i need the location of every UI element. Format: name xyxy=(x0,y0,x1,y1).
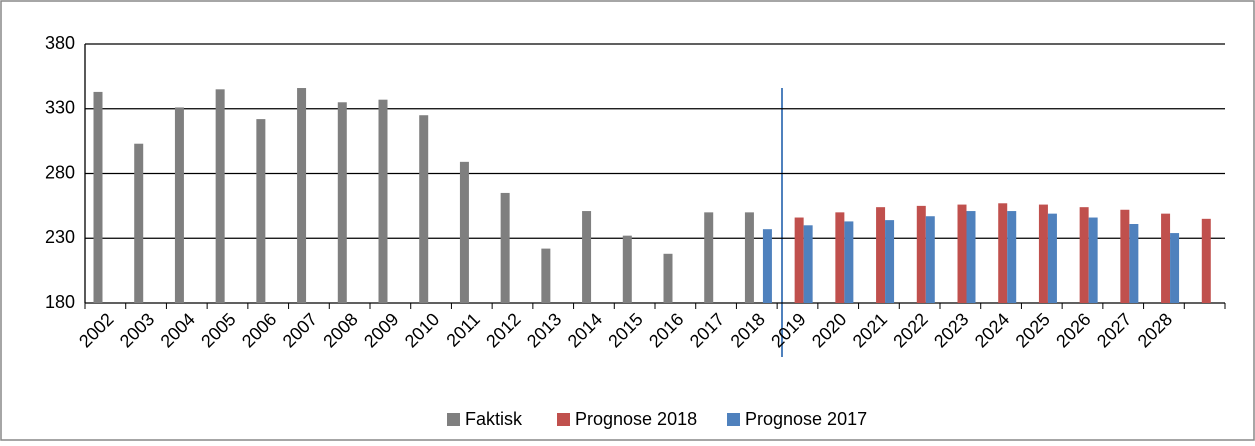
bar xyxy=(174,107,184,303)
bar xyxy=(1201,218,1211,303)
y-tick-label: 180 xyxy=(45,292,75,312)
y-tick-label: 230 xyxy=(45,227,75,247)
bar xyxy=(1007,211,1017,303)
bar xyxy=(1170,233,1180,303)
bar xyxy=(215,89,225,303)
bar xyxy=(762,229,772,303)
bar xyxy=(916,205,926,303)
legend-label: Faktisk xyxy=(465,409,523,429)
bar xyxy=(876,207,886,303)
bar xyxy=(1038,204,1048,303)
bar xyxy=(844,221,854,303)
y-tick-label: 280 xyxy=(45,162,75,182)
legend-swatch xyxy=(447,413,460,426)
bar xyxy=(256,119,266,303)
bar xyxy=(966,211,976,303)
bar xyxy=(1129,224,1139,303)
bar xyxy=(134,143,144,303)
legend-label: Prognose 2018 xyxy=(575,409,697,429)
y-tick-label: 380 xyxy=(45,33,75,53)
legend-label: Prognose 2017 xyxy=(745,409,867,429)
bar xyxy=(704,212,714,303)
y-tick-label: 330 xyxy=(45,98,75,118)
bar xyxy=(541,248,551,303)
bar xyxy=(1120,209,1130,303)
bar xyxy=(500,192,510,303)
bar xyxy=(1079,207,1089,303)
bar xyxy=(925,216,935,303)
bar xyxy=(337,102,347,304)
bar xyxy=(459,161,469,303)
bar xyxy=(744,212,754,303)
bar xyxy=(1088,217,1098,303)
bar xyxy=(957,204,967,303)
bar xyxy=(794,217,804,303)
bar xyxy=(803,225,813,303)
bar xyxy=(419,115,429,303)
bar xyxy=(1161,213,1171,303)
bar xyxy=(885,220,895,303)
bar xyxy=(835,212,845,303)
bar xyxy=(93,91,103,303)
bar xyxy=(622,235,632,303)
bar xyxy=(297,88,307,303)
bar xyxy=(998,203,1008,303)
bar xyxy=(1047,213,1057,303)
legend-swatch xyxy=(727,413,740,426)
bar xyxy=(663,253,673,303)
bar xyxy=(378,99,388,303)
bar xyxy=(582,211,592,303)
legend-swatch xyxy=(557,413,570,426)
